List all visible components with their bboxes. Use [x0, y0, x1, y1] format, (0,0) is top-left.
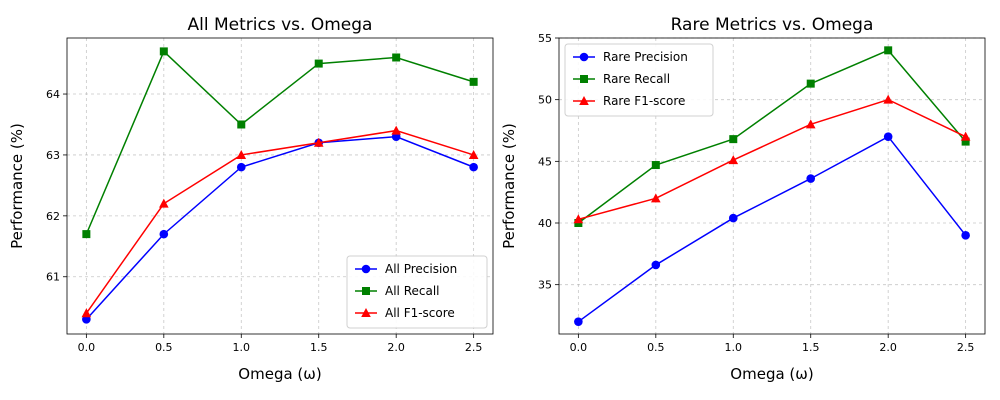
- legend-label: Rare Precision: [603, 50, 688, 64]
- data-point: [960, 131, 971, 141]
- x-tick-label: 1.0: [233, 341, 251, 354]
- y-tick-label: 35: [538, 279, 552, 292]
- data-point: [391, 125, 401, 135]
- legend-swatch-marker: [361, 264, 371, 274]
- data-point: [469, 77, 478, 86]
- series-triangle: [81, 125, 479, 318]
- legend-item: All F1-score: [355, 306, 455, 320]
- y-tick-label: 45: [538, 155, 552, 168]
- y-tick-label: 61: [46, 271, 60, 284]
- data-point: [728, 155, 739, 165]
- series-line: [577, 49, 967, 224]
- chart-title: Rare Metrics vs. Omega: [671, 15, 874, 35]
- data-point: [883, 94, 893, 104]
- data-point: [651, 260, 661, 270]
- data-point: [82, 230, 91, 239]
- series-line: [85, 50, 474, 235]
- data-point: [961, 137, 970, 146]
- data-point: [961, 231, 970, 240]
- axes-frame: [558, 37, 986, 335]
- data-point: [729, 135, 738, 144]
- data-point: [806, 174, 816, 183]
- legend-swatch-marker: [579, 96, 589, 105]
- data-point: [237, 120, 246, 129]
- x-tick-label: 0.0: [570, 341, 588, 354]
- legend-item: Rare Precision: [573, 50, 688, 64]
- y-axis-label: Performance (%): [8, 123, 26, 249]
- legend: All Precision All Recall All F1-score: [346, 255, 488, 329]
- subplot-2: 0.0 0.5 1.0 1.5 2.0 2.5 35 40 45 50 55 Rare Metrics…: [500, 15, 986, 383]
- x-tick-label: 1.5: [802, 341, 820, 354]
- legend-label: Rare Recall: [603, 72, 670, 86]
- axes-frame: [66, 37, 494, 335]
- y-axis-label: Performance (%): [500, 123, 518, 249]
- y-tick-label: 55: [538, 32, 552, 45]
- legend-swatch-marker: [580, 75, 588, 83]
- data-point: [651, 193, 661, 203]
- x-tick-label: 2.0: [387, 341, 405, 354]
- legend-swatch-marker: [579, 52, 589, 62]
- data-point: [314, 59, 323, 68]
- chart-title: All Metrics vs. Omega: [188, 15, 373, 35]
- series-square: [82, 47, 478, 239]
- legend-frame: [346, 255, 488, 329]
- subplot-1: 0.0 0.5 1.0 1.5 2.0 2.5 61 62 63 64 All Metrics vs…: [8, 15, 494, 383]
- x-tick-label: 1.0: [725, 341, 743, 354]
- x-tick-label: 2.5: [957, 341, 975, 354]
- data-point: [573, 214, 584, 224]
- y-tick-label: 50: [538, 94, 552, 107]
- series-triangle: [573, 94, 971, 224]
- data-point: [159, 47, 168, 56]
- legend-frame: [564, 43, 714, 117]
- y-tick-label: 64: [46, 88, 60, 101]
- x-tick-label: 2.5: [465, 341, 483, 354]
- data-point: [159, 198, 169, 208]
- legend-item: Rare F1-score: [573, 94, 685, 108]
- series-circle: [574, 132, 970, 326]
- legend-item: All Recall: [355, 284, 440, 298]
- data-point: [469, 162, 478, 172]
- data-point: [236, 162, 246, 172]
- series-line: [577, 135, 967, 323]
- legend-item: All Precision: [355, 262, 457, 276]
- legend: Rare Precision Rare Recall Rare F1-score: [564, 43, 714, 117]
- legend-label: All Recall: [385, 284, 440, 298]
- y-tick-label: 40: [538, 217, 552, 230]
- x-tick-label: 0.5: [647, 341, 665, 354]
- x-tick-label: 0.5: [155, 341, 173, 354]
- legend-swatch-marker: [361, 308, 371, 317]
- series-line: [85, 129, 474, 314]
- data-point: [468, 149, 479, 159]
- series-line: [85, 135, 474, 320]
- y-tick-label: 63: [46, 149, 60, 162]
- data-point: [806, 79, 815, 88]
- data-point: [574, 317, 583, 326]
- data-point: [392, 53, 401, 62]
- x-axis-label: Omega (ω): [730, 365, 813, 383]
- legend-label: Rare F1-score: [603, 94, 685, 108]
- data-point: [81, 308, 92, 318]
- x-tick-label: 1.5: [310, 341, 328, 354]
- x-tick-label: 2.0: [879, 341, 897, 354]
- data-point: [883, 132, 893, 141]
- series-line: [578, 98, 966, 221]
- data-point: [651, 161, 660, 170]
- legend-swatch-marker: [362, 287, 370, 295]
- legend-label: All F1-score: [385, 306, 455, 320]
- legend-item: Rare Recall: [573, 72, 670, 86]
- data-point: [884, 46, 893, 55]
- legend-label: All Precision: [385, 262, 457, 276]
- data-point: [236, 149, 247, 159]
- data-point: [313, 137, 324, 147]
- data-point: [805, 119, 816, 129]
- data-point: [728, 213, 738, 223]
- x-tick-label: 0.0: [78, 341, 96, 354]
- data-point: [159, 229, 169, 239]
- y-tick-label: 62: [46, 210, 60, 223]
- x-axis-label: Omega (ω): [238, 365, 321, 383]
